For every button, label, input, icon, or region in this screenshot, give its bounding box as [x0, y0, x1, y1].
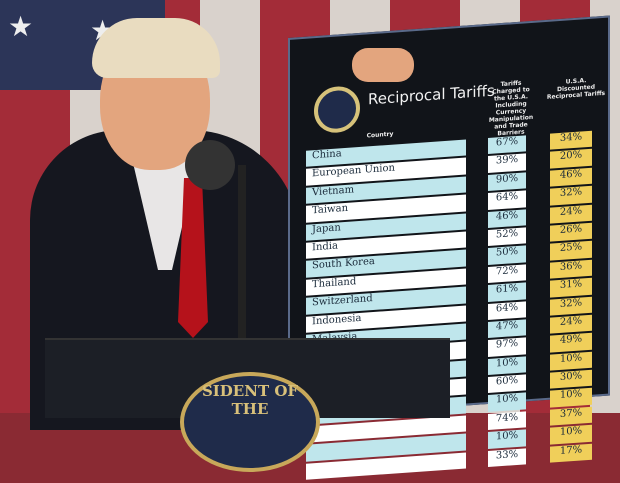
- reciprocal-cell: 24%: [550, 314, 592, 334]
- microphone-stand: [238, 165, 246, 345]
- red-tie: [178, 178, 208, 338]
- reciprocal-cell: 24%: [550, 204, 592, 224]
- reciprocal-cell: 32%: [550, 185, 592, 206]
- reciprocal-cell: 10%: [550, 351, 592, 371]
- charged-cell: 33%: [488, 447, 526, 468]
- charged-cell: 10%: [488, 356, 526, 376]
- charged-cell: 61%: [488, 282, 526, 302]
- reciprocal-cell: 46%: [550, 167, 592, 187]
- charged-cell: 50%: [488, 245, 526, 265]
- charged-cell: 90%: [488, 172, 526, 192]
- reciprocal-cell: 32%: [550, 296, 592, 316]
- charged-cell: 97%: [488, 337, 526, 357]
- reciprocal-cell: 49%: [550, 333, 592, 353]
- charged-cell: 52%: [488, 227, 526, 247]
- charged-cell: 67%: [488, 135, 526, 155]
- charged-cell: 64%: [488, 190, 526, 210]
- reciprocal-cell: 20%: [550, 149, 592, 169]
- reciprocal-cell: 36%: [550, 259, 592, 279]
- reciprocal-cell: 26%: [550, 222, 592, 243]
- tariff-table: China 67% 34% European Union 39% 20% Vietnam 90…: [306, 130, 606, 482]
- reciprocal-cell: 25%: [550, 241, 592, 261]
- hand: [352, 48, 414, 82]
- reciprocal-cell: 30%: [550, 369, 592, 390]
- charged-cell: 39%: [488, 153, 526, 173]
- reciprocal-cell: 31%: [550, 277, 592, 298]
- reciprocal-cell: 10%: [550, 388, 592, 408]
- charged-cell: 10%: [488, 392, 526, 412]
- board-title: Reciprocal Tariffs: [368, 81, 495, 109]
- col-charged-header: Tariffs Charged to the U.S.A. Including …: [488, 79, 534, 138]
- charged-cell: 64%: [488, 300, 526, 320]
- reciprocal-cell: 37%: [550, 406, 592, 426]
- microphone: [185, 140, 235, 190]
- reciprocal-cell: 10%: [550, 424, 592, 445]
- charged-cell: 10%: [488, 429, 526, 449]
- charged-cell: 46%: [488, 208, 526, 228]
- charged-cell: 60%: [488, 374, 526, 394]
- presidential-seal: [314, 84, 360, 135]
- charged-cell: 74%: [488, 411, 526, 431]
- charged-cell: 47%: [488, 319, 526, 339]
- charged-cell: 72%: [488, 264, 526, 284]
- reciprocal-cell: 17%: [550, 443, 592, 463]
- reciprocal-cell: 34%: [550, 130, 592, 151]
- star-icon: ★: [8, 10, 34, 43]
- podium-seal: SIDENT OF THE: [180, 372, 320, 472]
- col-discounted-header: U.S.A. Discounted Reciprocal Tariffs: [546, 77, 606, 101]
- hair: [92, 18, 220, 78]
